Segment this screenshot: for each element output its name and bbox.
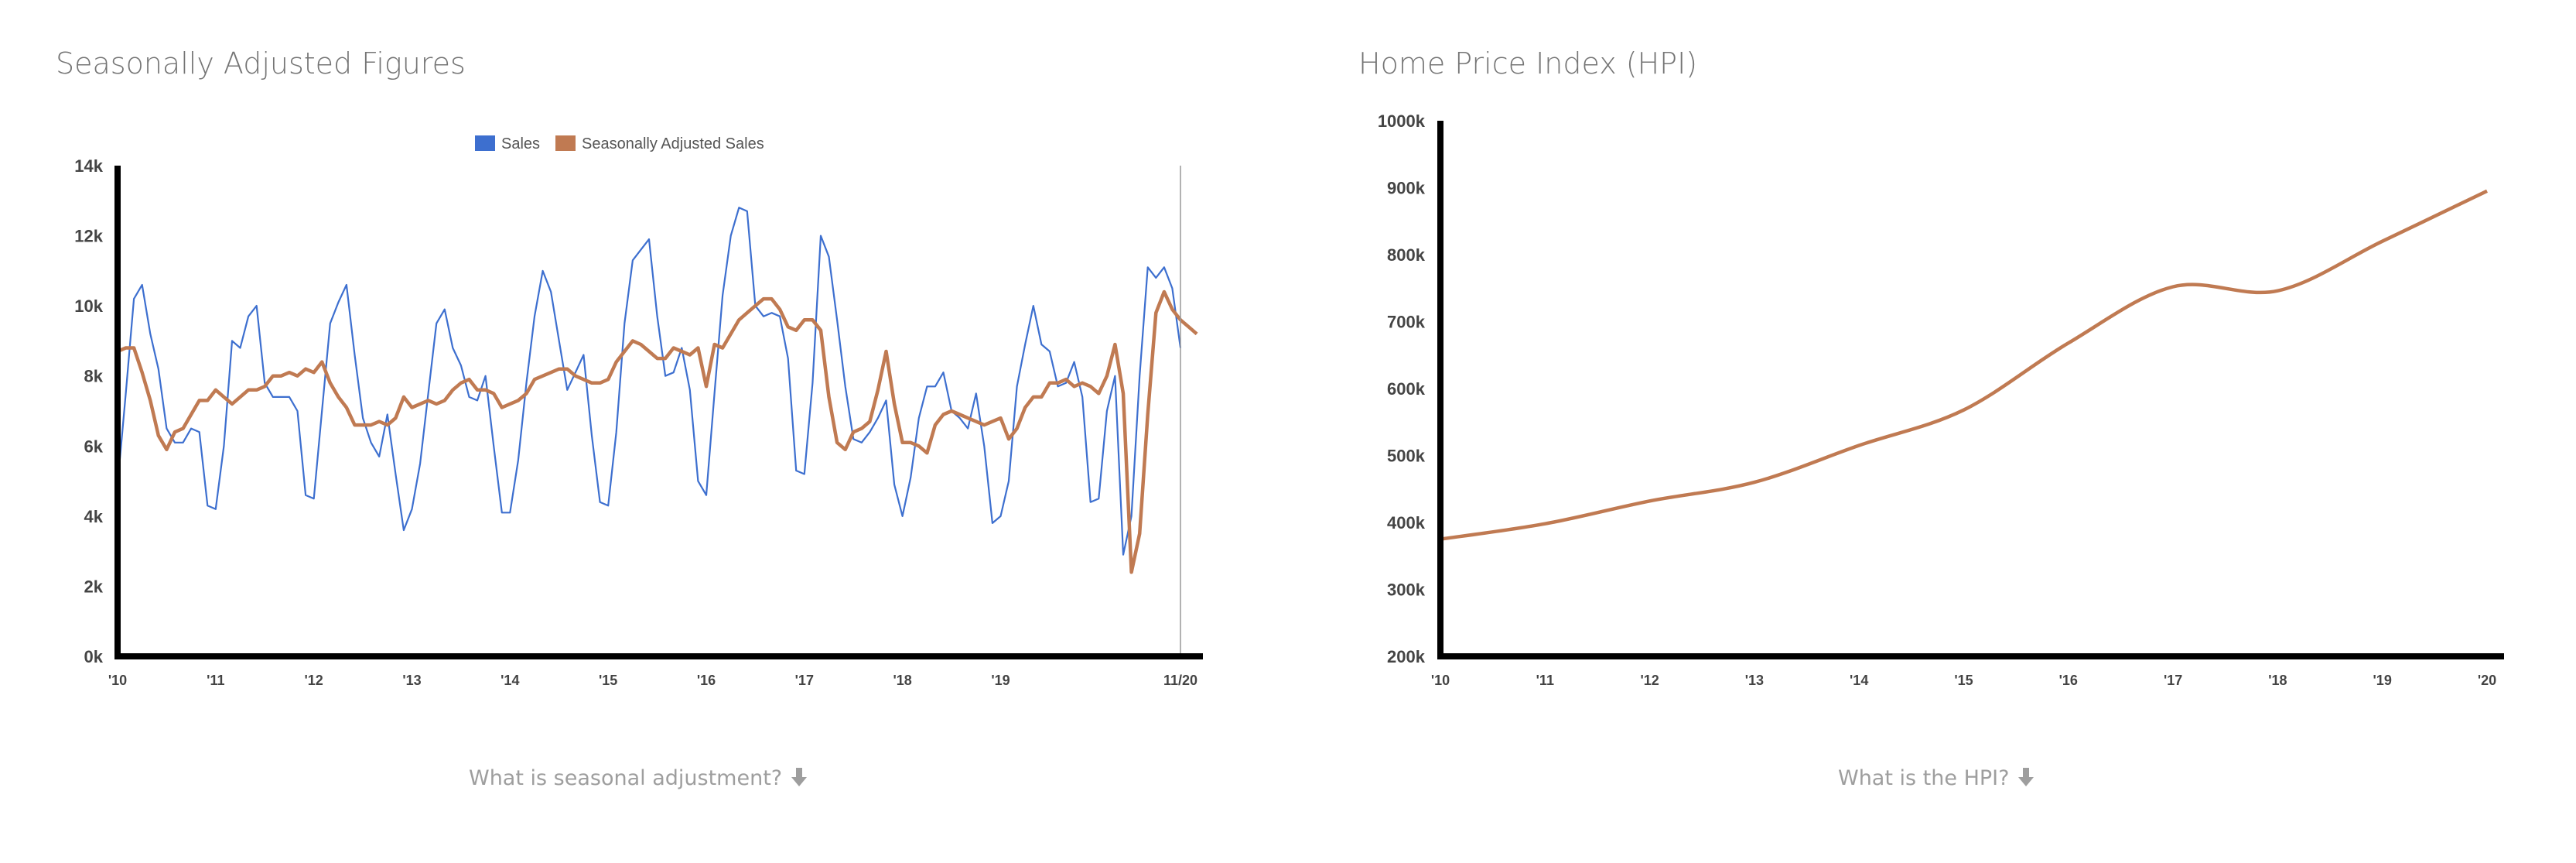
y-tick-label: 6k xyxy=(84,437,104,456)
right-chart-title: Home Price Index (HPI) xyxy=(1358,46,1698,80)
x-tick-label: '18 xyxy=(893,673,911,688)
y-tick-label: 600k xyxy=(1387,379,1426,399)
x-tick-label: '12 xyxy=(305,673,323,688)
legend-swatch-sales xyxy=(475,135,495,151)
legend-label-sales: Sales xyxy=(501,135,540,152)
y-tick-label: 300k xyxy=(1387,580,1426,600)
sales-line-chart: Sales Seasonally Adjusted Sales 0k 2k 4k 6k… xyxy=(74,135,1203,688)
x-tick-label: '19 xyxy=(991,673,1010,688)
x-tick-label: '17 xyxy=(795,673,814,688)
hpi-info-link-label: What is the HPI? xyxy=(1838,766,2010,790)
x-tick-label: '13 xyxy=(402,673,421,688)
x-tick-label: '17 xyxy=(2164,673,2182,688)
x-tick-label: '14 xyxy=(1850,673,1868,688)
adjusted-sales-series-line xyxy=(117,289,1198,574)
legend-swatch-adjusted xyxy=(555,135,576,151)
hpi-info-link[interactable]: What is the HPI? xyxy=(1838,766,2035,790)
x-tick-label: '11 xyxy=(1536,673,1554,688)
y-tick-label: 4k xyxy=(84,507,104,526)
x-tick-label: '10 xyxy=(1431,673,1450,688)
seasonal-adjustment-link-label: What is seasonal adjustment? xyxy=(469,766,783,790)
x-tick-label: '14 xyxy=(501,673,519,688)
y-axis-ticks: 200k 300k 400k 500k 600k 700k 800k 900k 1000k xyxy=(1378,111,1426,666)
y-tick-label: 700k xyxy=(1387,313,1426,332)
legend-label-adjusted: Seasonally Adjusted Sales xyxy=(582,135,764,152)
y-tick-label: 12k xyxy=(74,227,103,246)
arrow-down-icon xyxy=(791,768,808,786)
y-axis-ticks: 0k 2k 4k 6k 8k 10k 12k 14k xyxy=(74,156,103,666)
left-chart-title: Seasonally Adjusted Figures xyxy=(56,46,466,80)
series-lines xyxy=(1440,189,2488,541)
y-tick-label: 10k xyxy=(74,296,103,316)
y-tick-label: 400k xyxy=(1387,513,1426,533)
y-tick-label: 800k xyxy=(1387,245,1426,265)
y-tick-label: 2k xyxy=(84,577,104,596)
x-tick-label: '10 xyxy=(108,673,127,688)
x-tick-label: '16 xyxy=(2059,673,2078,688)
y-tick-label: 1000k xyxy=(1378,111,1426,131)
x-tick-label: '13 xyxy=(1745,673,1764,688)
sales-series-line xyxy=(116,207,1182,556)
y-tick-label: 200k xyxy=(1387,647,1426,666)
x-axis-ticks: '10 '11 '12 '13 '14 '15 '16 '17 '18 '19 11/20 xyxy=(108,673,1197,688)
y-tick-label: 0k xyxy=(84,647,104,666)
x-tick-label: '18 xyxy=(2268,673,2287,688)
seasonal-adjustment-link[interactable]: What is seasonal adjustment? xyxy=(469,766,808,790)
x-tick-label: '15 xyxy=(1954,673,1973,688)
x-tick-label: '16 xyxy=(697,673,716,688)
chart-legend: Sales Seasonally Adjusted Sales xyxy=(475,135,764,152)
x-tick-label: '11 xyxy=(207,673,224,688)
hpi-line-chart: 200k 300k 400k 500k 600k 700k 800k 900k 1000k '1… xyxy=(1378,111,2504,688)
x-tick-label: '20 xyxy=(2478,673,2496,688)
y-tick-label: 8k xyxy=(84,367,104,386)
y-tick-label: 900k xyxy=(1387,179,1426,198)
x-tick-label: 11/20 xyxy=(1163,673,1197,688)
y-tick-label: 14k xyxy=(74,156,103,176)
x-axis-ticks: '10 '11 '12 '13 '14 '15 '16 '17 '18 '19 '20 xyxy=(1431,673,2496,688)
y-tick-label: 500k xyxy=(1387,447,1426,466)
x-tick-label: '12 xyxy=(1640,673,1659,688)
arrow-down-icon xyxy=(2018,768,2034,786)
series-lines xyxy=(116,207,1198,574)
x-tick-label: '15 xyxy=(599,673,617,688)
x-tick-label: '19 xyxy=(2373,673,2392,688)
hpi-series-line xyxy=(1440,189,2488,541)
